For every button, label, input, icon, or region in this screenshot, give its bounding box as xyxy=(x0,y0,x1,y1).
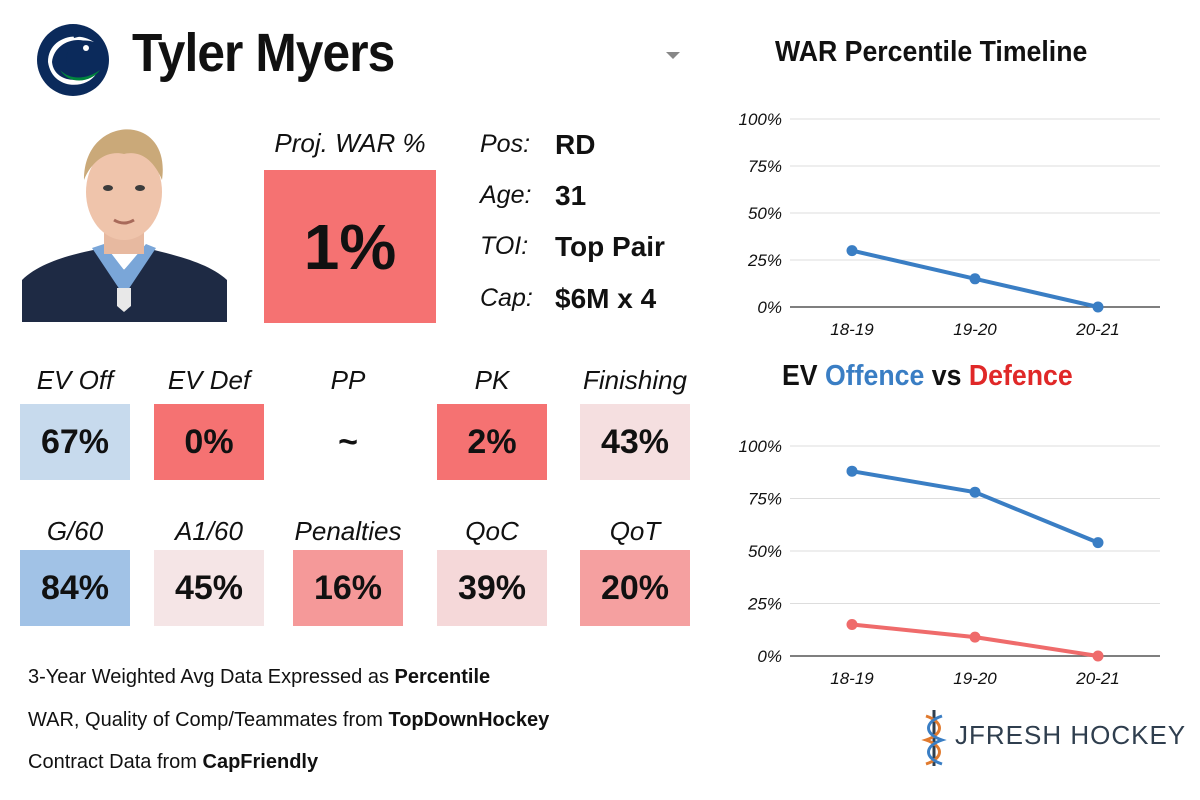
stat-label-a160: A1/60 xyxy=(175,516,243,546)
stat-box-finishing: 43% xyxy=(580,404,690,480)
stat-value: 67% xyxy=(40,422,110,461)
stat-box-qot: 20% xyxy=(580,550,690,626)
footer-text: Contract Data from xyxy=(28,751,203,773)
footer-bold: CapFriendly xyxy=(202,751,319,773)
stat-value: 39% xyxy=(457,568,527,607)
stat-box-a160: 45% xyxy=(154,550,264,626)
stat-label-g60: G/60 xyxy=(46,516,104,546)
jfresh-logo-icon xyxy=(921,710,947,766)
stat-box-g60: 84% xyxy=(20,550,130,626)
x-tick-label: 20-21 xyxy=(1075,669,1119,688)
info-label-age: Age: xyxy=(480,181,532,209)
title-part-offence: Offence xyxy=(825,360,925,392)
data-point xyxy=(1092,301,1104,313)
chart-title-war-timeline: WAR Percentile Timeline xyxy=(775,36,1088,68)
stat-label-pk: PK xyxy=(474,365,510,395)
stat-label-ev-def: EV Def xyxy=(167,365,251,395)
y-tick-label: 50% xyxy=(748,204,782,223)
title-part: EV xyxy=(782,360,826,392)
title-part: vs xyxy=(924,360,969,392)
brand-name: JFRESH HOCKEY xyxy=(955,720,1187,750)
stat-value: 43% xyxy=(600,422,670,461)
stat-value: 45% xyxy=(174,568,244,607)
title-part-defence: Defence xyxy=(968,360,1073,392)
y-tick-label: 100% xyxy=(739,110,782,129)
y-tick-label: 100% xyxy=(739,437,782,456)
canucks-orca-logo-icon xyxy=(37,24,109,96)
ev-off-def-chart: 100% 75% 50% 25% 0% 18-19 19-20 20-21 xyxy=(739,437,1160,688)
series-line-offence xyxy=(851,469,1099,545)
stat-box-penalties: 16% xyxy=(293,550,403,626)
stat-box-qoc: 39% xyxy=(437,550,547,626)
data-point xyxy=(969,486,981,498)
stat-box-ev-off: 67% xyxy=(20,404,130,480)
proj-war-box: 1% xyxy=(264,170,436,323)
footer-text: 3-Year Weighted Avg Data Expressed as xyxy=(28,666,395,688)
data-point xyxy=(969,273,981,285)
footer-note-source: WAR, Quality of Comp/Teammates from TopD… xyxy=(28,709,549,732)
y-tick-label: 0% xyxy=(757,647,782,666)
stat-value: 84% xyxy=(40,568,110,607)
proj-war-value: 1% xyxy=(303,210,397,283)
stat-label-ev-off: EV Off xyxy=(36,365,114,395)
stat-value: 2% xyxy=(467,422,517,461)
stat-value: 16% xyxy=(313,568,383,607)
stat-label-pp: PP xyxy=(330,365,366,395)
chevron-down-icon[interactable] xyxy=(666,52,680,59)
stat-box-pp: ~ xyxy=(293,404,403,480)
x-tick-label: 18-19 xyxy=(830,669,874,688)
y-tick-label: 75% xyxy=(748,157,782,176)
data-point xyxy=(846,619,858,630)
y-tick-label: 0% xyxy=(757,298,782,317)
stat-box-ev-def: 0% xyxy=(154,404,264,480)
info-value-pos: RD xyxy=(555,129,596,160)
y-tick-label: 25% xyxy=(747,595,782,614)
info-value-age: 31 xyxy=(555,180,587,211)
y-tick-label: 50% xyxy=(748,542,782,561)
footer-bold: Percentile xyxy=(394,666,491,688)
data-point xyxy=(846,465,858,477)
info-label-pos: Pos: xyxy=(480,130,531,158)
stat-label-qot: QoT xyxy=(609,516,661,546)
data-point xyxy=(846,245,858,257)
data-point xyxy=(1092,537,1104,549)
footer-text: WAR, Quality of Comp/Teammates from xyxy=(28,709,389,731)
y-tick-label: 25% xyxy=(747,251,782,270)
chart-title-ev-off-def: EV Offence vs Defence xyxy=(782,360,1073,393)
info-value-cap: $6M x 4 xyxy=(555,283,657,314)
proj-war-label: Proj. WAR % xyxy=(274,128,426,158)
stat-label-qoc: QoC xyxy=(465,516,519,546)
stat-label-finishing: Finishing xyxy=(582,365,688,395)
stat-value: 20% xyxy=(600,568,670,607)
player-headshot-image xyxy=(22,120,227,322)
y-tick-label: 75% xyxy=(748,490,782,509)
x-tick-label: 20-21 xyxy=(1075,320,1119,339)
stat-box-pk: 2% xyxy=(437,404,547,480)
info-label-toi: TOI: xyxy=(480,232,529,260)
data-point xyxy=(969,631,981,643)
war-timeline-chart: 100% 75% 50% 25% 0% 18-19 19-20 20-21 xyxy=(739,110,1160,339)
footer-bold: TopDownHockey xyxy=(388,709,550,731)
x-tick-label: 18-19 xyxy=(830,320,874,339)
x-tick-label: 19-20 xyxy=(953,669,997,688)
player-name: Tyler Myers xyxy=(132,23,395,83)
info-value-toi: Top Pair xyxy=(555,231,665,262)
stat-label-penalties: Penalties xyxy=(294,516,402,546)
x-tick-label: 19-20 xyxy=(953,320,997,339)
info-label-cap: Cap: xyxy=(480,284,533,312)
data-point xyxy=(1092,650,1104,662)
footer-note-percentile: 3-Year Weighted Avg Data Expressed as Pe… xyxy=(28,666,490,689)
footer-note-contract: Contract Data from CapFriendly xyxy=(28,751,318,774)
stat-value: ~ xyxy=(338,422,358,461)
stat-value: 0% xyxy=(184,422,234,461)
